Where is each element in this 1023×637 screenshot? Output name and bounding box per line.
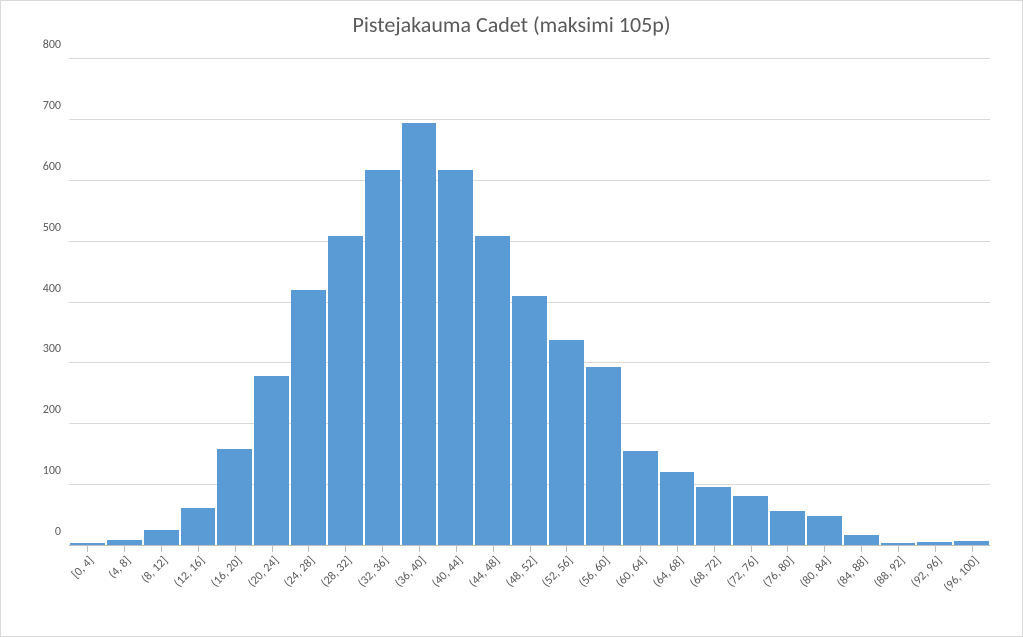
y-tick: 300	[43, 342, 61, 356]
x-tick: (88, 92]	[880, 548, 917, 626]
x-axis: [0, 4](4, 8](8, 12](12, 16](16, 20](20, …	[69, 548, 990, 626]
histogram-bar	[217, 449, 252, 546]
x-tick: [0, 4]	[69, 548, 106, 626]
histogram-bar	[770, 511, 805, 546]
y-tick: 100	[43, 464, 61, 478]
x-tick: (60, 64]	[622, 548, 659, 626]
histogram-bar	[807, 516, 842, 546]
x-tick: (56, 60]	[585, 548, 622, 626]
x-tick: (76, 80]	[769, 548, 806, 626]
histogram-bar	[512, 296, 547, 546]
x-tick: (40, 44]	[437, 548, 474, 626]
plot-area	[69, 59, 990, 546]
histogram-bar	[144, 530, 179, 546]
histogram-bar	[402, 123, 437, 546]
histogram-bar	[438, 170, 473, 546]
histogram-bar	[623, 451, 658, 546]
x-tick: (32, 36]	[364, 548, 401, 626]
histogram-bar	[733, 496, 768, 546]
y-tick: 400	[43, 282, 61, 296]
histogram-bar	[291, 290, 326, 546]
x-tick: (4, 8]	[106, 548, 143, 626]
x-tick: (44, 48]	[474, 548, 511, 626]
x-tick: (96, 100]	[953, 548, 990, 626]
histogram-bar	[254, 376, 289, 546]
y-tick: 0	[55, 525, 61, 539]
x-tick: (80, 84]	[806, 548, 843, 626]
bar-group	[69, 59, 990, 546]
y-tick: 200	[43, 403, 61, 417]
histogram-bar	[696, 487, 731, 546]
histogram-bar	[549, 340, 584, 546]
x-tick: (48, 52]	[511, 548, 548, 626]
x-tick: (12, 16]	[180, 548, 217, 626]
chart-title: Pistejakauma Cadet (maksimi 105p)	[1, 11, 1022, 38]
y-tick: 600	[43, 160, 61, 174]
x-tick: (24, 28]	[290, 548, 327, 626]
histogram-bar	[660, 472, 695, 546]
y-tick: 800	[43, 38, 61, 52]
x-tick: (8, 12]	[143, 548, 180, 626]
histogram-chart: Pistejakauma Cadet (maksimi 105p) 0 100 20…	[0, 0, 1023, 637]
y-tick: 500	[43, 221, 61, 235]
x-tick: (64, 68]	[659, 548, 696, 626]
x-tick: (20, 24]	[253, 548, 290, 626]
histogram-bar	[328, 236, 363, 546]
x-tick: (72, 76]	[732, 548, 769, 626]
x-tick: (84, 88]	[843, 548, 880, 626]
x-tick: (28, 32]	[327, 548, 364, 626]
histogram-bar	[475, 236, 510, 546]
x-tick: (52, 56]	[548, 548, 585, 626]
x-tick: (36, 40]	[401, 548, 438, 626]
x-tick: (16, 20]	[216, 548, 253, 626]
y-axis: 0100200300400500600700800	[31, 59, 65, 546]
y-tick: 700	[43, 99, 61, 113]
histogram-bar	[365, 170, 400, 546]
histogram-bar	[586, 367, 621, 546]
x-tick: (68, 72]	[695, 548, 732, 626]
histogram-bar	[181, 508, 216, 546]
